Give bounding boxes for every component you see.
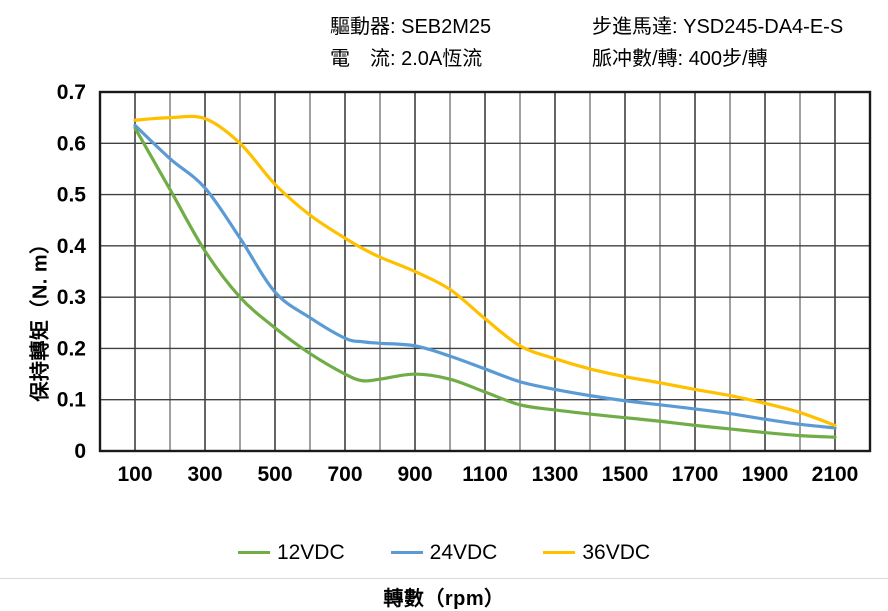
motor-value: YSD245-DA4-E-S [683,16,844,38]
legend-swatch-icon [543,551,576,554]
tick-layer: 100 300 500 700 900 1100 1300 1500 1700 1900 2100 0… [57,81,859,486]
legend-item-12vdc[interactable]: 12VDC [237,541,345,564]
bottom-divider [0,578,888,579]
series-layer [133,114,837,439]
y-tick-label: 0.5 [57,184,87,207]
axis-frame [98,90,872,453]
x-tick-label: 1300 [532,463,579,486]
current-value: 2.0A恆流 [401,48,483,70]
legend-label: 24VDC [429,541,498,564]
pulses-value: 400步/轉 [688,48,768,70]
x-tick-label: 1500 [602,463,649,486]
x-tick-label: 1700 [672,463,719,486]
spec-row-1: 驅動器: SEB2M25 步進馬達: YSD245-DA4-E-S [0,14,888,44]
x-tick-label: 100 [117,463,152,486]
y-tick-label: 0.7 [57,81,86,104]
x-tick-label: 900 [397,463,432,486]
chart-legend: 12VDC 24VDC 36VDC [0,542,888,563]
y-tick-label: 0.2 [57,337,86,360]
motor-spec: 步進馬達: YSD245-DA4-E-S [592,14,843,40]
legend-swatch-icon [237,551,270,554]
y-tick-label: 0.1 [57,389,87,412]
legend-swatch-icon [390,551,423,554]
current-label: 電 流: [330,48,396,70]
y-tick-label: 0.4 [57,235,87,258]
torque-speed-chart: 100 300 500 700 900 1100 1300 1500 1700 1900 2100 0… [0,78,888,610]
x-tick-label: 1100 [462,463,508,486]
legend-item-24vdc[interactable]: 24VDC [390,541,498,564]
legend-label: 12VDC [276,541,345,564]
x-tick-label: 300 [187,463,222,486]
x-tick-label: 2100 [812,463,859,486]
driver-spec: 驅動器: SEB2M25 [330,14,491,40]
x-tick-label: 1900 [742,463,789,486]
y-axis-title: 保持轉矩（N. m） [29,233,52,402]
grid-layer [100,92,870,451]
x-tick-label: 700 [327,463,362,486]
x-axis-title: 轉數（rpm） [383,588,505,610]
x-tick-label: 500 [257,463,292,486]
plot-frame [98,90,872,453]
legend-label: 36VDC [582,541,651,564]
y-tick-label: 0.3 [57,286,86,309]
legend-item-36vdc[interactable]: 36VDC [543,542,650,563]
pulses-spec: 脈冲數/轉: 400步/轉 [592,46,768,72]
spec-row-2: 電 流: 2.0A恆流 脈冲數/轉: 400步/轉 [0,46,888,76]
driver-value: SEB2M25 [401,16,492,38]
chart-page: 驅動器: SEB2M25 步進馬達: YSD245-DA4-E-S 電 流: 2… [0,10,888,610]
series-line-36vdc [133,114,837,427]
series-line-12vdc [133,126,837,439]
driver-label: 驅動器: [330,16,396,38]
current-spec: 電 流: 2.0A恆流 [330,46,482,72]
y-tick-label: 0.6 [57,132,86,155]
spec-header: 驅動器: SEB2M25 步進馬達: YSD245-DA4-E-S 電 流: 2… [0,10,888,74]
plot-svg: 100 300 500 700 900 1100 1300 1500 1700 1900 2100 0… [57,81,872,486]
pulses-label: 脈冲數/轉: [592,48,684,70]
series-line-24vdc [133,123,837,430]
y-tick-label: 0 [74,440,86,463]
motor-label: 步進馬達: [592,16,678,38]
